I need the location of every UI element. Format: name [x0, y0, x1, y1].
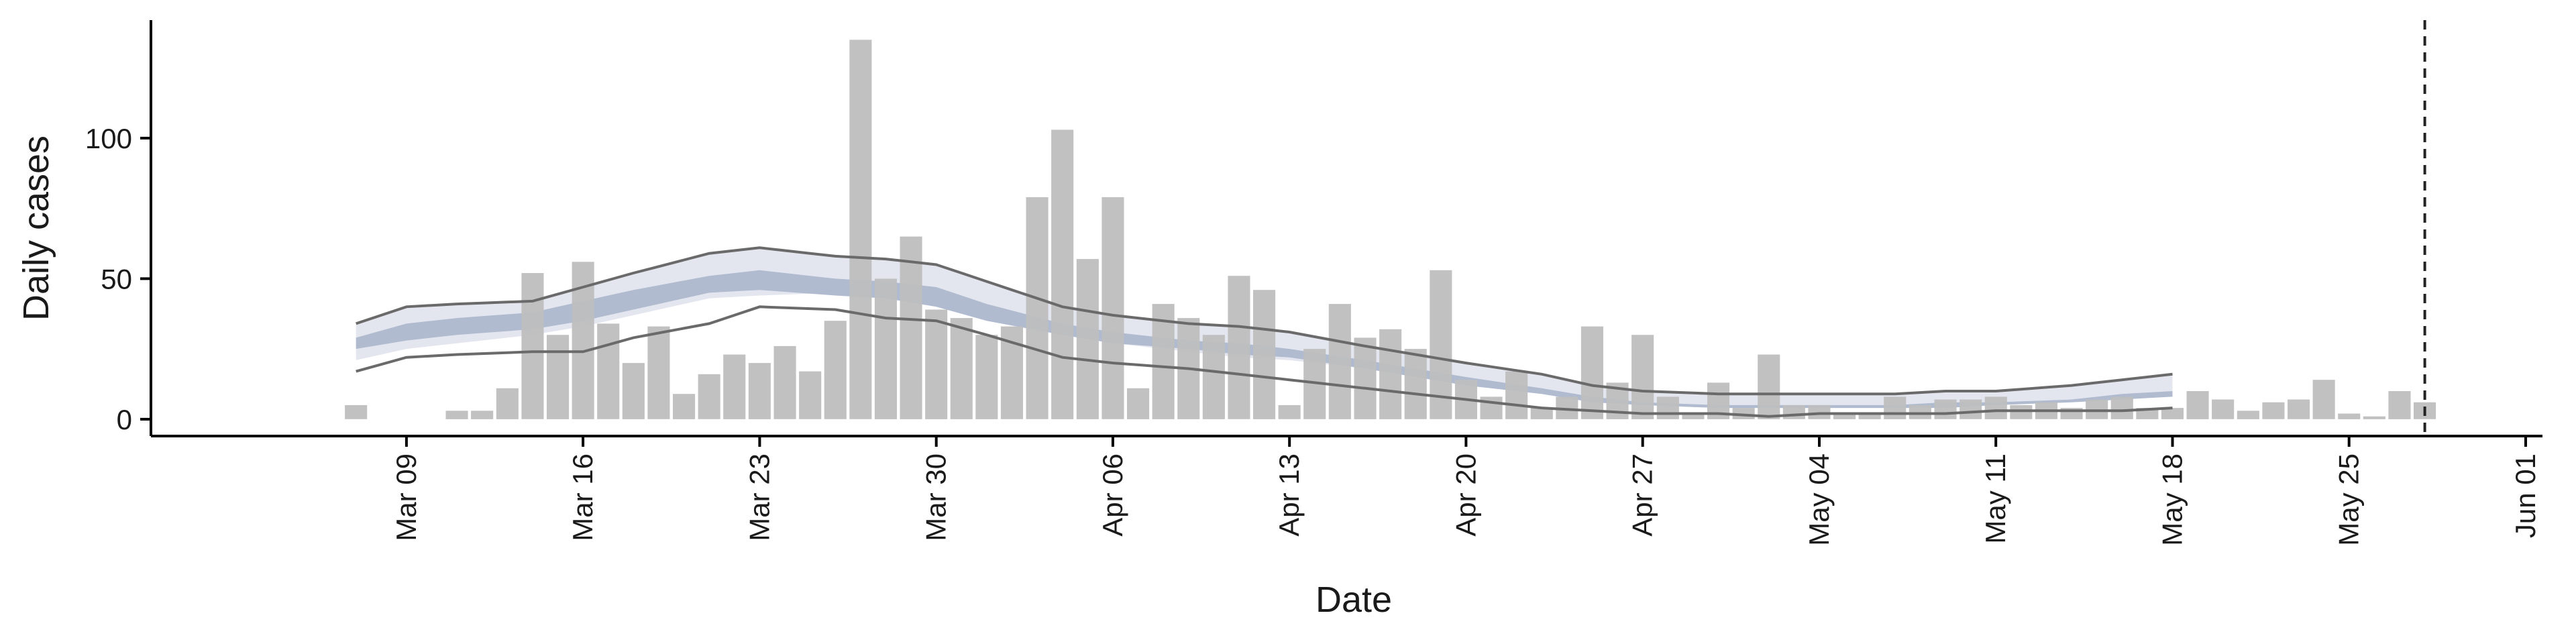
- daily-case-bar: [2186, 391, 2209, 419]
- daily-case-bar: [1682, 413, 1705, 419]
- daily-case-bar: [547, 335, 570, 419]
- daily-case-bar: [1430, 270, 1452, 419]
- x-tick-label: May 04: [1803, 453, 1835, 546]
- daily-case-bar: [2237, 411, 2259, 419]
- daily-case-bar: [2262, 402, 2285, 419]
- daily-case-bar: [673, 394, 696, 419]
- x-tick-label: Apr 13: [1273, 453, 1305, 537]
- daily-case-bar: [1228, 276, 1250, 419]
- daily-case-bar: [698, 374, 720, 419]
- daily-case-bar: [1884, 396, 1907, 419]
- daily-case-bar: [496, 388, 519, 419]
- daily-case-bar: [1934, 399, 1957, 419]
- y-axis-title: Daily cases: [16, 136, 56, 321]
- daily-case-bar: [1656, 396, 1679, 419]
- daily-case-bar: [1833, 413, 1856, 419]
- daily-case-bar: [1328, 304, 1351, 419]
- x-tick-label: Mar 09: [390, 453, 422, 541]
- lower-bound-line: [356, 305, 2173, 418]
- axes: [150, 20, 2542, 437]
- daily-case-bar: [2010, 405, 2033, 419]
- daily-case-bar: [1580, 326, 1603, 419]
- daily-case-bar: [2338, 413, 2361, 419]
- daily-case-bar: [1379, 329, 1402, 419]
- daily-case-bar: [1202, 335, 1225, 419]
- x-tick-label: Apr 20: [1450, 453, 1481, 537]
- x-tick-label: May 25: [2333, 453, 2365, 546]
- daily-case-bar: [1253, 290, 1276, 419]
- daily-case-bar: [2363, 416, 2385, 419]
- daily-case-bar: [445, 411, 468, 419]
- daily-case-bar: [1152, 304, 1175, 419]
- daily-case-bar: [1026, 197, 1049, 419]
- daily-case-bar: [471, 411, 494, 419]
- daily-case-bar: [1076, 259, 1099, 419]
- y-tick-label: 50: [101, 263, 132, 294]
- daily-case-bar: [1530, 408, 1553, 419]
- plot-area: [345, 20, 2436, 436]
- daily-case-bar: [2086, 399, 2108, 419]
- daily-case-bar: [2212, 399, 2235, 419]
- daily-case-bar: [824, 321, 847, 419]
- daily-case-bar: [622, 363, 645, 419]
- daily-case-bar: [521, 273, 544, 419]
- daily-case-bar: [2312, 380, 2335, 419]
- daily-case-bar: [1960, 399, 1982, 419]
- daily-case-bar: [1909, 405, 1931, 419]
- daily-case-bar: [950, 318, 973, 419]
- daily-case-bar: [1278, 405, 1301, 419]
- daily-case-bar: [1808, 405, 1831, 419]
- daily-case-bar: [849, 40, 872, 419]
- daily-case-bar: [975, 335, 998, 419]
- daily-case-bar: [597, 323, 620, 419]
- daily-case-bar: [1505, 371, 1528, 419]
- daily-case-bar: [1127, 388, 1150, 419]
- daily-case-bar: [1102, 197, 1124, 419]
- x-tick-label: Jun 01: [2510, 453, 2541, 538]
- x-tick-label: Mar 30: [920, 453, 952, 541]
- daily-case-bar: [1404, 349, 1427, 419]
- x-tick-label: Apr 27: [1627, 453, 1658, 537]
- x-tick-label: May 18: [2157, 453, 2188, 546]
- upper-bound-line: [356, 246, 2173, 396]
- x-tick-label: May 11: [1980, 453, 2011, 544]
- x-axis-ticks: Mar 09 Mar 16 Mar 23 Mar 30 Apr 06 Apr 13 Apr …: [390, 436, 2541, 546]
- daily-case-bar: [1354, 337, 1377, 419]
- daily-case-bar: [1782, 405, 1805, 419]
- x-tick-label: Mar 16: [567, 453, 598, 541]
- daily-case-bar: [748, 363, 771, 419]
- daily-case-bar: [925, 309, 948, 419]
- y-tick-label: 100: [85, 123, 132, 154]
- y-axis-ticks: 0 50 100: [85, 123, 151, 435]
- daily-case-bar: [1051, 129, 1074, 419]
- x-tick-label: Apr 06: [1097, 453, 1128, 537]
- x-tick-label: Mar 23: [743, 453, 775, 541]
- daily-case-bar: [647, 326, 670, 419]
- daily-case-bar: [1984, 396, 2007, 419]
- daily-case-bar: [799, 371, 822, 419]
- daily-case-bar: [900, 236, 922, 419]
- y-tick-label: 0: [117, 404, 132, 435]
- daily-case-bar: [1758, 354, 1780, 419]
- daily-case-bar: [2288, 399, 2310, 419]
- daily-case-bar: [1858, 413, 1881, 419]
- daily-case-bar: [2161, 408, 2184, 419]
- daily-case-bar: [1631, 335, 1654, 419]
- daily-case-bar: [2110, 396, 2133, 419]
- daily-case-bar: [773, 345, 796, 419]
- daily-case-bar: [345, 405, 368, 419]
- daily-case-bar: [723, 354, 746, 419]
- x-axis-title: Date: [1316, 580, 1392, 620]
- daily-case-bar: [874, 278, 897, 419]
- daily-case-bar: [2388, 391, 2411, 419]
